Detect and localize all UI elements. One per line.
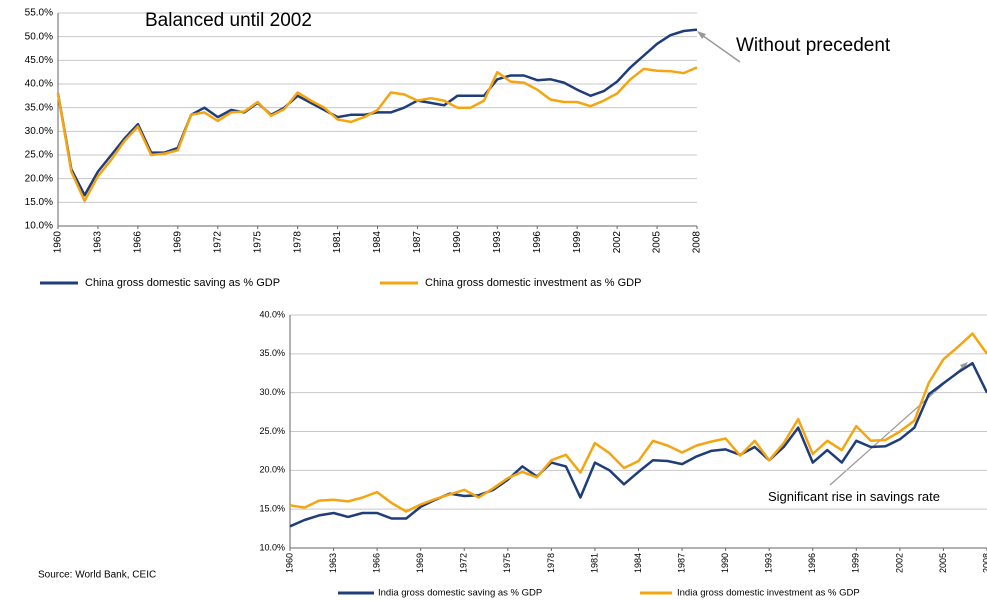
y-tick-label: 30.0%	[259, 387, 285, 397]
x-tick-label: 1987	[676, 553, 686, 573]
x-tick-label: 1993	[764, 553, 774, 573]
y-tick-label: 30.0%	[25, 126, 53, 137]
y-tick-label: 45.0%	[25, 55, 53, 66]
y-tick-label: 35.0%	[25, 102, 53, 113]
x-tick-label: 1993	[492, 231, 503, 254]
y-tick-label: 10.0%	[25, 221, 53, 232]
x-tick-label: 1969	[415, 553, 425, 573]
x-tick-label: 2002	[612, 231, 623, 254]
x-tick-label: 1960	[53, 231, 64, 254]
x-tick-label: 1981	[589, 553, 599, 573]
x-tick-label: 1975	[252, 231, 263, 254]
y-tick-label: 10.0%	[259, 542, 285, 552]
x-tick-label: 1960	[284, 553, 294, 573]
x-tick-label: 1963	[93, 231, 104, 254]
x-tick-label: 1972	[212, 231, 223, 254]
y-tick-label: 40.0%	[259, 309, 285, 319]
series-line	[56, 28, 698, 197]
x-tick-label: 1987	[412, 231, 423, 254]
x-tick-label: 1972	[459, 553, 469, 573]
x-tick-label: 1963	[328, 553, 338, 573]
x-tick-label: 2005	[938, 553, 948, 573]
x-tick-label: 1981	[332, 231, 343, 254]
x-tick-label: 1969	[172, 231, 183, 254]
x-tick-label: 1984	[372, 231, 383, 254]
y-tick-label: 35.0%	[259, 348, 285, 358]
y-tick-label: 55.0%	[25, 8, 53, 19]
y-tick-label: 20.0%	[25, 173, 53, 184]
x-tick-label: 1975	[502, 553, 512, 573]
x-tick-label: 1966	[133, 231, 144, 254]
series-line	[289, 361, 987, 528]
x-tick-label: 1999	[851, 553, 861, 573]
annotation: Significant rise in savings rate	[768, 489, 940, 504]
arrow-head	[697, 31, 706, 39]
y-tick-label: 25.0%	[259, 426, 285, 436]
series-line	[56, 66, 698, 203]
x-tick-label: 2008	[981, 553, 987, 573]
x-tick-label: 1984	[633, 553, 643, 573]
x-tick-label: 2002	[894, 553, 904, 573]
x-tick-label: 1996	[807, 553, 817, 573]
source: Source: World Bank, CEIC	[38, 570, 156, 581]
annotation: Without precedent	[736, 35, 891, 56]
series-line	[289, 332, 987, 513]
legend-label: China gross domestic saving as % GDP	[85, 277, 280, 289]
annotation-arrow	[698, 32, 741, 63]
x-tick-label: 1978	[546, 553, 556, 573]
y-tick-label: 20.0%	[259, 465, 285, 475]
legend-label: India gross domestic saving as % GDP	[378, 588, 542, 599]
legend-label: India gross domestic investment as % GDP	[677, 588, 860, 599]
y-tick-label: 25.0%	[25, 150, 53, 161]
y-tick-label: 50.0%	[25, 31, 53, 42]
x-tick-label: 1966	[372, 553, 382, 573]
y-tick-label: 15.0%	[259, 504, 285, 514]
arrow-head	[960, 362, 968, 370]
x-tick-label: 1978	[292, 231, 303, 254]
annotation: Balanced until 2002	[145, 10, 312, 31]
y-tick-label: 15.0%	[25, 197, 53, 208]
legend-label: China gross domestic investment as % GDP	[425, 277, 641, 289]
x-tick-label: 1996	[532, 231, 543, 254]
x-tick-label: 1999	[572, 231, 583, 254]
x-tick-label: 1990	[720, 553, 730, 573]
x-tick-label: 1990	[452, 231, 463, 254]
y-tick-label: 40.0%	[25, 79, 53, 90]
x-tick-label: 2008	[692, 231, 703, 254]
x-tick-label: 2005	[652, 231, 663, 254]
